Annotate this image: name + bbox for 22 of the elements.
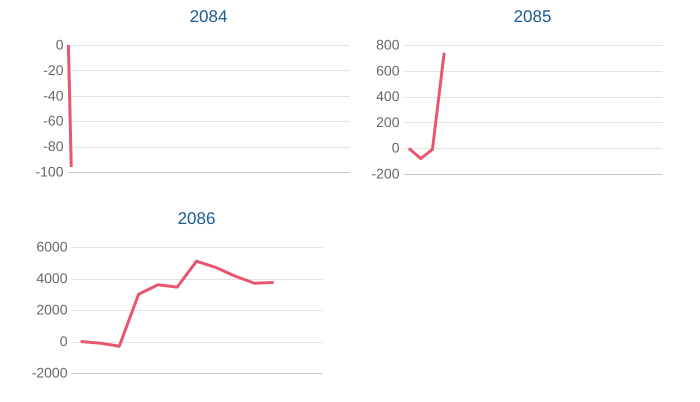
y-tick-label: -100 (35, 164, 64, 180)
y-tick-label: -20 (43, 62, 64, 78)
y-tick-label: 800 (376, 36, 400, 52)
y-tick-label: 600 (376, 62, 400, 78)
y-tick-label: 400 (376, 88, 400, 104)
chart-title: 2084 (190, 7, 228, 26)
y-tick-label: -40 (43, 87, 64, 104)
y-tick-label: 0 (56, 36, 64, 52)
line-series (79, 260, 276, 348)
y-tick-label: -60 (43, 112, 64, 129)
chart-title: 2085 (514, 7, 552, 26)
y-tick-label: 200 (376, 114, 400, 130)
y-tick-label: 0 (60, 333, 68, 349)
y-tick-label: 6000 (36, 238, 68, 254)
y-tick-label: 4000 (36, 270, 68, 286)
y-tick-label: -200 (371, 166, 400, 182)
line-series (407, 51, 446, 160)
y-tick-label: -2000 (32, 364, 68, 380)
y-tick-label: -80 (43, 138, 64, 154)
chart-title: 2086 (178, 209, 216, 228)
y-tick-label: 2000 (36, 302, 68, 318)
y-tick-label: 0 (392, 140, 400, 156)
